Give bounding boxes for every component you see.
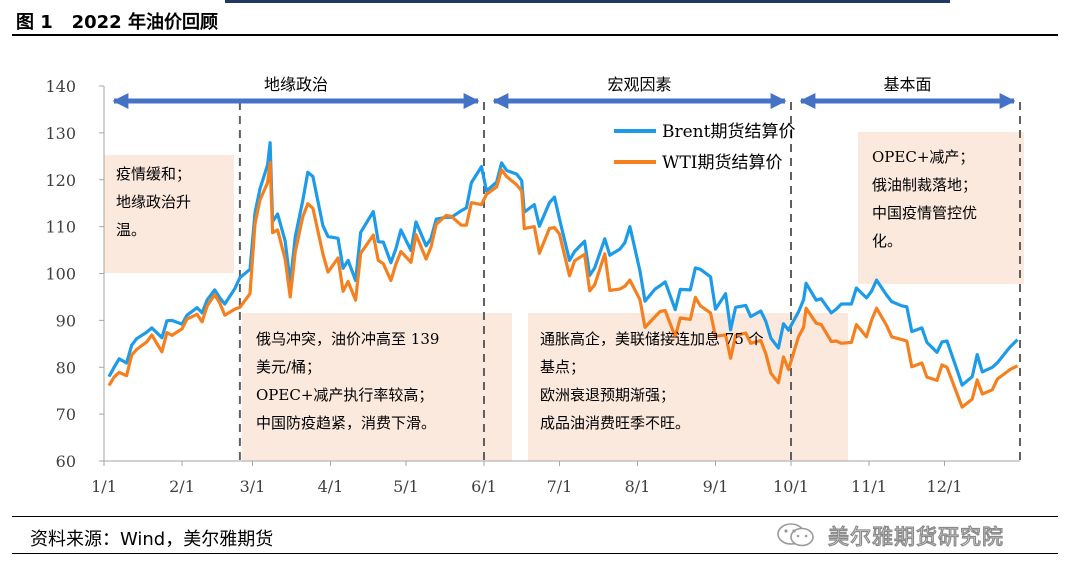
- watermark: 美尔雅期货研究院: [776, 520, 1056, 550]
- note-line: 通胀高企，美联储接连加息 75 个: [540, 330, 764, 348]
- x-tick-label: 3/1: [240, 477, 266, 496]
- note-line: 温。: [116, 221, 147, 239]
- note-background-4: [858, 132, 1024, 284]
- series-line-brent: [107, 141, 1019, 387]
- phase-label: 基本面: [883, 75, 931, 94]
- y-tick-label: 110: [45, 218, 76, 237]
- x-tick-label: 4/1: [318, 477, 344, 496]
- legend-label-brent: Brent期货结算价: [662, 122, 795, 142]
- x-tick-label: 11/1: [851, 477, 887, 496]
- note-line: 欧洲衰退预期渐强；: [540, 386, 676, 404]
- note-line: 成品油消费旺季不旺。: [540, 414, 691, 432]
- note-line: 疫情缓和；: [116, 165, 192, 183]
- series-line-wti: [107, 160, 1019, 409]
- x-tick-label: 9/1: [703, 477, 729, 496]
- x-tick-label: 1/1: [91, 477, 117, 496]
- note-macro-factors: 通胀高企，美联储接连加息 75 个基点； 欧洲衰退预期渐强； 成品油消费旺季不旺。: [540, 325, 764, 437]
- y-tick-label: 60: [56, 452, 76, 471]
- note-epidemic-easing: 疫情缓和； 地缘政治升温。: [116, 160, 191, 244]
- note-background-2: [242, 313, 512, 461]
- x-tick-label: 8/1: [625, 477, 651, 496]
- figure-header: [12, 4, 1058, 36]
- legend-label-wti: WTI期货结算价: [662, 153, 783, 173]
- x-tick-label: 5/1: [393, 477, 419, 496]
- x-tick-label: 10/1: [773, 477, 809, 496]
- note-line: OPEC+减产；: [872, 148, 975, 166]
- note-fundamentals: OPEC+减产； 俄油制裁落地； 中国疫情管控优 化。: [872, 143, 977, 255]
- note-line: 美元/桶；: [256, 358, 322, 376]
- x-tick-label: 7/1: [547, 477, 573, 496]
- phase-label: 地缘政治: [264, 75, 328, 94]
- note-line: 基点；: [540, 358, 586, 376]
- figure-title-text: 2022 年油价回顾: [71, 12, 218, 33]
- x-tick-label: 2/1: [169, 477, 195, 496]
- figure-label: 图 1: [16, 12, 53, 33]
- watermark-text: 美尔雅期货研究院: [827, 524, 1004, 549]
- phase-label: 宏观因素: [607, 75, 671, 94]
- y-tick-label: 120: [45, 171, 76, 190]
- y-tick-label: 90: [56, 311, 76, 330]
- note-background-3: [528, 313, 848, 461]
- figure-title: 图 1 2022 年油价回顾: [16, 8, 218, 34]
- note-line: 俄乌冲突，油价冲高至 139: [256, 330, 440, 348]
- figure-footer: [12, 516, 1058, 554]
- note-line: 中国防疫趋紧，消费下滑。: [256, 414, 437, 432]
- note-line: 化。: [872, 232, 903, 250]
- note-line: 地缘政治升: [116, 193, 192, 211]
- note-line: 中国疫情管控优: [872, 204, 978, 222]
- y-tick-label: 80: [56, 358, 76, 377]
- y-tick-label: 140: [45, 77, 76, 96]
- y-tick-label: 70: [56, 405, 76, 424]
- oil-price-chart: 60 70 80 90 100 110 120 130 140 1/1 2/1 3/1 4/1 5/1 6/…: [45, 75, 1024, 496]
- y-tick-label: 100: [45, 265, 76, 284]
- note-background-1: [104, 155, 234, 273]
- source-note: 资料来源：Wind，美尔雅期货: [30, 529, 274, 550]
- note-line: 俄油制裁落地；: [872, 176, 978, 194]
- x-tick-label: 6/1: [471, 477, 497, 496]
- wechat-logo-icon: [777, 523, 814, 547]
- top-accent-bar: [225, 0, 950, 3]
- x-tick-label: 12/1: [927, 477, 963, 496]
- note-line: OPEC+减产执行率较高；: [256, 386, 434, 404]
- note-russia-ukraine: 俄乌冲突，油价冲高至 139 美元/桶； OPEC+减产执行率较高； 中国防疫趋紧，消…: [256, 325, 439, 437]
- y-tick-label: 130: [45, 124, 76, 143]
